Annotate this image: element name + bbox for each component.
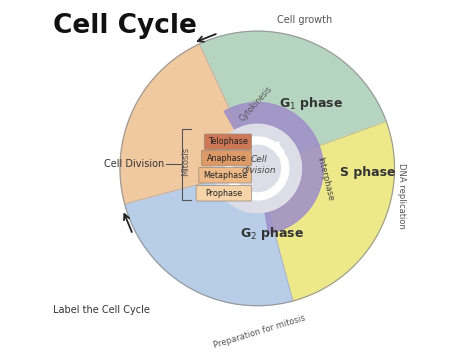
Text: Prophase: Prophase bbox=[205, 189, 243, 198]
Text: Label the Cell Cycle: Label the Cell Cycle bbox=[53, 305, 150, 315]
Polygon shape bbox=[199, 31, 386, 168]
FancyBboxPatch shape bbox=[196, 186, 252, 201]
Text: Mitosis: Mitosis bbox=[181, 147, 190, 176]
Text: Cytokinesis: Cytokinesis bbox=[238, 84, 274, 123]
Text: G$_2$ phase: G$_2$ phase bbox=[240, 225, 305, 242]
FancyBboxPatch shape bbox=[201, 150, 252, 166]
Text: S phase: S phase bbox=[340, 166, 395, 179]
Text: Telophase: Telophase bbox=[208, 137, 248, 146]
Text: Cell growth: Cell growth bbox=[277, 15, 332, 25]
Polygon shape bbox=[120, 44, 257, 204]
Text: Metaphase: Metaphase bbox=[203, 171, 247, 180]
Text: Cell Cycle: Cell Cycle bbox=[53, 13, 197, 39]
Text: Cell Division: Cell Division bbox=[104, 159, 164, 169]
Polygon shape bbox=[125, 168, 293, 306]
Text: G$_1$ phase: G$_1$ phase bbox=[280, 95, 343, 112]
FancyBboxPatch shape bbox=[204, 134, 252, 149]
Text: DNA replication: DNA replication bbox=[397, 163, 406, 229]
FancyBboxPatch shape bbox=[199, 168, 252, 183]
Text: Anaphase: Anaphase bbox=[207, 154, 246, 163]
Text: Interphase: Interphase bbox=[315, 156, 335, 202]
Text: Preparation for mitosis: Preparation for mitosis bbox=[212, 313, 306, 350]
Circle shape bbox=[213, 124, 301, 213]
Polygon shape bbox=[257, 121, 394, 301]
Polygon shape bbox=[224, 103, 323, 233]
Text: Cell
division: Cell division bbox=[242, 155, 276, 175]
